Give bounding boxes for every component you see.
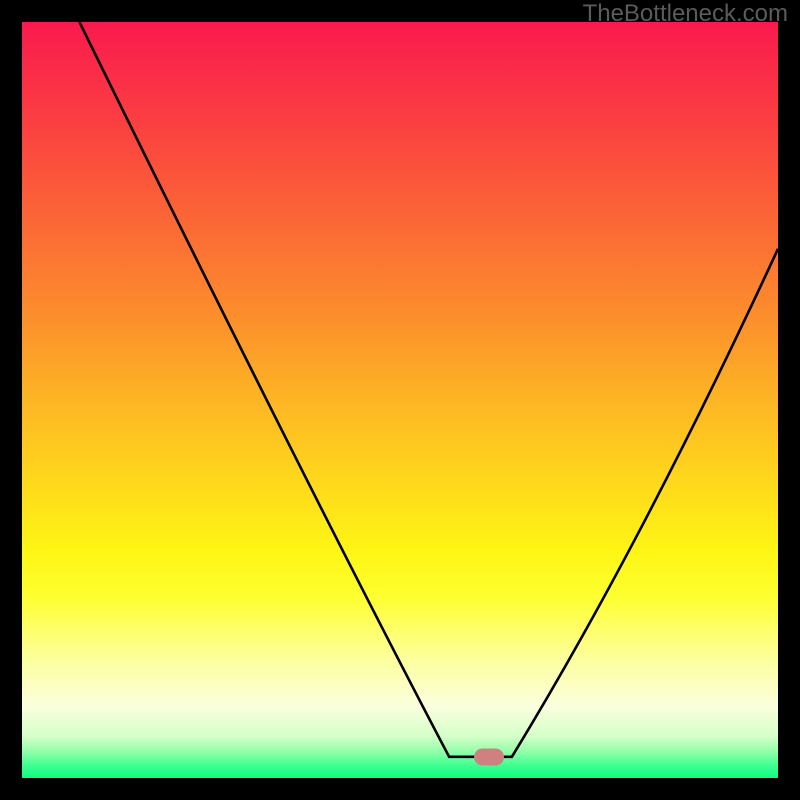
optimal-point-marker [474,748,504,765]
watermark-text: TheBottleneck.com [583,0,788,28]
plot-area [22,22,778,778]
bottleneck-curve [22,22,778,778]
